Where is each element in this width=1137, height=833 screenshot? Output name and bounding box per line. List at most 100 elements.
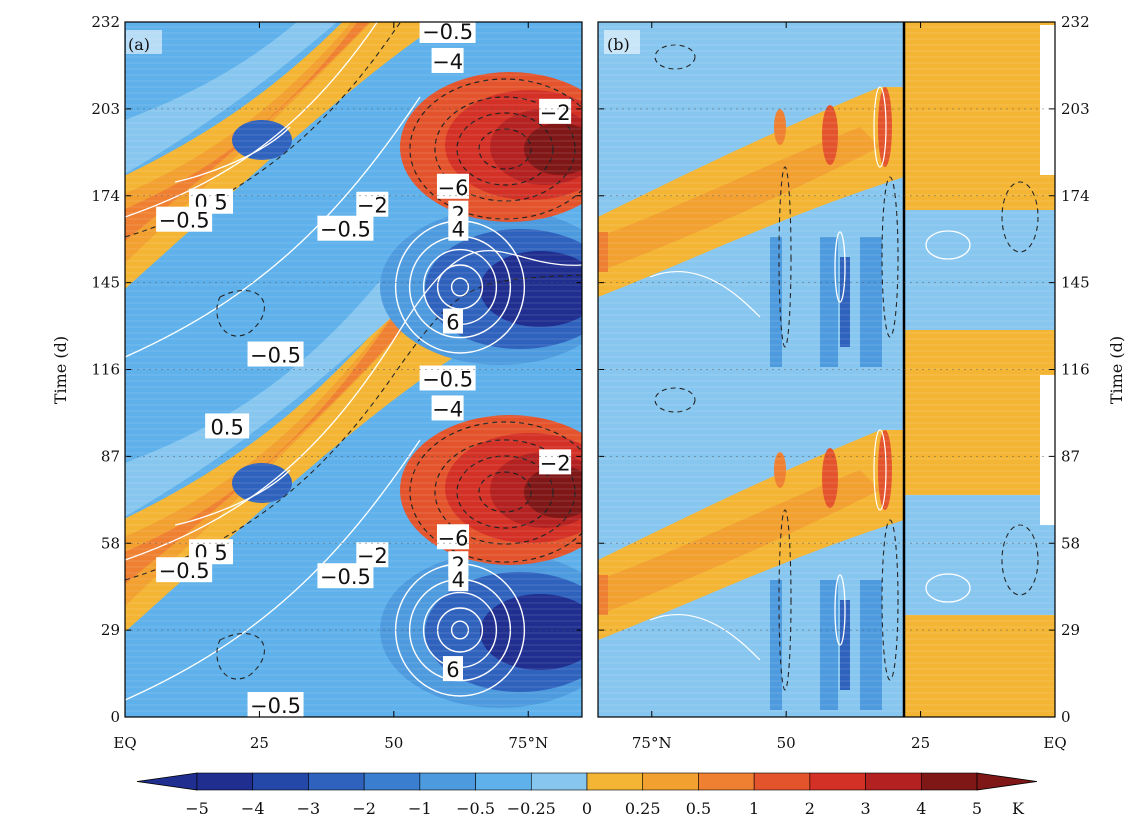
panel-b-label: (b) [607,35,630,54]
contour-label: −0.5 [250,344,301,368]
contour-label-box [247,341,304,367]
y-tick-label: 58 [1061,534,1080,552]
colorbar-tick-label: 0.25 [625,799,661,818]
panel-a: −0.5−4−2−6246−2−0.50.5−0.5−0.5−0.5−40.5−… [51,13,583,752]
contour-label: −0.5 [320,218,371,242]
contour-label-box [539,98,572,124]
colorbar-cell [753,772,811,791]
y-tick-label: 203 [91,100,120,118]
colorbar-tick-label: 0.5 [686,799,711,818]
contour-label: −0.5 [320,565,371,589]
colorbar-tick-label: −0.5 [456,799,495,818]
contour-label: −2 [540,101,571,125]
contour-label-box [419,365,476,391]
colorbar-tick-label: 4 [916,799,926,818]
contour-label-box [317,563,374,589]
panel-a-label: (a) [128,35,150,54]
contour-label-box [156,206,213,232]
colorbar-tick-label: −5 [185,799,209,818]
panel-a-x-axis: EQ 25 50 75°N [113,22,548,752]
colorbar-tick-label: −4 [241,799,265,818]
panel-b-label-bg [604,30,640,54]
colorbar-cell [586,772,644,791]
x-tick-label: EQ [113,734,136,752]
colorbar-tick-label: −2 [352,799,376,818]
y-tick-label: 116 [91,361,120,379]
y-tick-label: 116 [1061,361,1090,379]
x-tick-label: 25 [911,734,930,752]
x-tick-label: 50 [384,734,403,752]
colorbar: −5 −4 −3 −2 −1 −0.5 −0.25 0 0.25 0.5 1 2 3 4 5 [136,772,1038,818]
y-tick-label: 87 [101,447,120,465]
colorbar-tick-label: −3 [297,799,321,818]
panel-a-field: −0.5−4−2−6246−2−0.50.5−0.5−0.5−0.5−40.5−… [125,20,582,718]
y-tick-label: 0 [1061,708,1071,726]
colorbar-tick-label: 0 [582,799,592,818]
contour-label: −0.5 [250,694,301,718]
colorbar-tick-label: −1 [408,799,432,818]
colorbar-tick-label: 2 [805,799,815,818]
colorbar-cell [475,772,532,791]
contour-label-box [431,47,464,73]
y-tick-label: 29 [1061,621,1080,639]
y-tick-label: 0 [110,708,120,726]
y-tick-label: 145 [91,274,120,292]
contour-label-box [317,215,374,241]
contour-label: −0.5 [159,559,210,583]
x-tick-label: 25 [250,734,269,752]
colorbar-cell [809,772,866,791]
contour-label: −4 [432,50,463,74]
contour-label: −6 [437,176,468,200]
y-tick-label: 174 [1061,187,1090,205]
colorbar-cell [698,772,755,791]
contour-label: −0.5 [159,209,210,233]
contour-label: −0.5 [422,367,473,391]
colorbar-cell [642,772,699,791]
y-tick-label: 232 [1061,13,1090,31]
contour-label-box [419,22,476,43]
contour-label-box [539,449,572,475]
panel-a-contour-labels: −0.5−4−2−6246−2−0.50.5−0.5−0.5−0.5−40.5−… [156,20,572,718]
contour-label: 6 [446,311,459,335]
panel-a-y-axis: 0 29 58 87 116 145 174 203 232 [91,13,582,726]
contour-label: 4 [452,218,465,242]
colorbar-cell [363,772,421,791]
colorbar-cell [419,772,476,791]
colorbar-cell [308,772,365,791]
x-tick-label: 75°N [508,734,548,752]
contour-label-box [205,413,250,439]
colorbar-tick-label: −0.25 [507,799,556,818]
contour-label: −6 [437,526,468,550]
contour-label-box [436,524,469,550]
colorbar-cell [920,772,978,791]
colorbar-tick-label: 3 [860,799,870,818]
y-tick-label: 232 [91,13,120,31]
y-tick-label: 174 [91,187,120,205]
contour-label: 0.5 [210,415,243,439]
contour-label-box [247,692,304,717]
colorbar-extend-high [976,772,1038,791]
contour-label-box [442,308,463,334]
contour-label-box [448,215,469,241]
y-tick-label: 29 [101,621,120,639]
panel-b-x-axis: 75°N 50 25 EQ [632,22,1067,752]
contour-label-box [356,542,389,568]
x-tick-label: 50 [777,734,796,752]
panel-b-y-label: Time (d) [1107,336,1126,404]
contour-label-box [431,395,464,421]
contour-label-box [436,173,469,199]
contour-label: −2 [540,451,571,475]
contour-label: −0.5 [422,20,473,44]
contour-label-box [448,566,469,592]
colorbar-tick-label: 1 [749,799,759,818]
contour-label: 4 [452,568,465,592]
panel-a-y-label: Time (d) [51,336,70,404]
contour-label-box [442,656,463,682]
contour-label: −4 [432,397,463,421]
contour-label-box [156,557,213,583]
x-tick-label: 75°N [632,734,672,752]
y-tick-label: 87 [1061,447,1080,465]
y-tick-label: 145 [1061,274,1090,292]
y-tick-label: 58 [101,534,120,552]
